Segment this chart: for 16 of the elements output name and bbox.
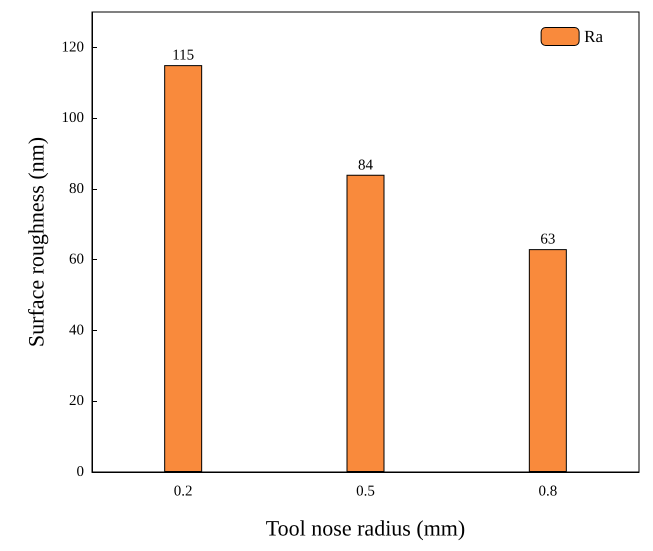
y-tick-label: 100 bbox=[62, 110, 84, 126]
x-tick-label: 0.5 bbox=[356, 484, 375, 500]
data-label: 84 bbox=[358, 157, 374, 174]
y-tick-label: 120 bbox=[62, 39, 84, 56]
y-tick-label: 60 bbox=[69, 252, 84, 268]
x-tick-label: 0.8 bbox=[538, 484, 558, 500]
y-tick-label: 20 bbox=[69, 393, 84, 410]
x-tick-label: 0.2 bbox=[174, 484, 193, 500]
data-label: 63 bbox=[540, 232, 556, 248]
x-axis-title: Tool nose radius (mm) bbox=[266, 516, 466, 540]
y-tick-label: 0 bbox=[76, 464, 84, 480]
y-tick-label: 80 bbox=[69, 180, 84, 197]
data-label: 115 bbox=[172, 48, 194, 64]
y-axis-title: Surface roughness (nm) bbox=[24, 136, 48, 348]
legend-label: Ra bbox=[584, 27, 604, 46]
y-tick-label: 40 bbox=[69, 322, 84, 338]
